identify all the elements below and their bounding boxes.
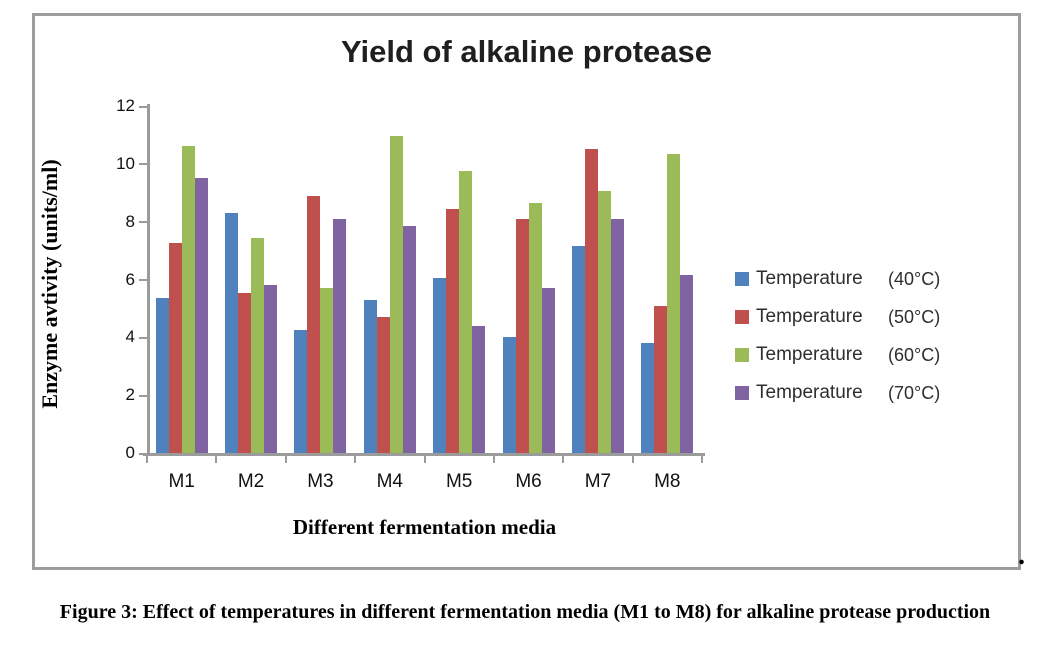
x-tick-label-m8: M8 xyxy=(654,471,681,492)
bar-m8-series3 xyxy=(667,153,681,453)
bar-m3-series1 xyxy=(294,330,308,453)
bar-m5-series4 xyxy=(472,325,486,453)
y-axis-tick xyxy=(139,452,147,455)
bar-m1-series1 xyxy=(155,298,169,453)
bar-m1-series3 xyxy=(181,146,195,453)
bar-m7-series4 xyxy=(610,218,624,453)
x-axis-tick xyxy=(354,456,357,463)
legend-swatch-icon xyxy=(735,348,749,362)
bar-m4-series3 xyxy=(389,136,403,453)
legend-swatch-icon xyxy=(735,386,749,400)
bar-m7-series1 xyxy=(571,246,585,453)
legend-entry-2: Temperature (50°C) xyxy=(735,298,940,336)
x-tick-label-m1: M1 xyxy=(168,471,195,492)
figure-caption: Figure 3: Effect of temperatures in diff… xyxy=(59,601,991,623)
bar-m8-series4 xyxy=(680,275,694,453)
plot-area xyxy=(147,106,702,453)
bar-m6-series3 xyxy=(528,202,542,453)
legend-series-name: Temperature xyxy=(756,268,863,289)
y-axis-tick xyxy=(139,336,147,339)
bar-m1-series4 xyxy=(194,178,208,453)
x-axis-tick xyxy=(701,456,703,463)
x-tick-label-m4: M4 xyxy=(376,471,404,492)
bar-m4-series4 xyxy=(402,226,416,453)
legend-entry-3: Temperature (60°C) xyxy=(735,336,940,374)
bar-m5-series3 xyxy=(459,171,473,453)
y-tick-label-12: 12 xyxy=(116,96,135,115)
bar-m5-series2 xyxy=(446,208,460,453)
y-axis-tick xyxy=(139,105,147,108)
bar-m2-series3 xyxy=(251,237,265,453)
x-tick-label-m2: M2 xyxy=(237,471,265,492)
bar-m2-series1 xyxy=(225,213,239,453)
bar-m6-series2 xyxy=(515,218,529,453)
x-tick-label-m6: M6 xyxy=(515,471,542,492)
bar-m4-series1 xyxy=(363,299,377,453)
bar-m6-series4 xyxy=(541,288,555,453)
y-tick-label-0: 0 xyxy=(125,443,135,462)
bar-m1-series2 xyxy=(168,243,182,453)
bar-m7-series2 xyxy=(584,149,598,453)
legend-swatch-icon xyxy=(735,272,749,286)
bar-m8-series2 xyxy=(654,305,668,453)
y-tick-label-6: 6 xyxy=(125,269,135,289)
legend-entry-4: Temperature (70°C) xyxy=(735,374,940,412)
bar-m3-series4 xyxy=(333,218,347,453)
x-axis-line xyxy=(143,453,705,456)
x-axis-tick xyxy=(562,456,565,463)
x-axis-tick xyxy=(423,456,426,463)
bar-m7-series3 xyxy=(597,191,611,453)
y-tick-label-10: 10 xyxy=(116,153,135,173)
chart-frame: Yield of alkaline protease Enzyme avtivi… xyxy=(32,13,1021,570)
x-axis-tick xyxy=(492,456,495,463)
legend-series-temperature: (70°C) xyxy=(888,382,941,403)
x-tick-label-m3: M3 xyxy=(307,471,334,492)
x-axis-tick xyxy=(146,456,148,463)
bar-m4-series2 xyxy=(376,317,390,453)
legend: Temperature (40°C) Temperature (50°C) Temper… xyxy=(735,260,940,412)
legend-swatch-icon xyxy=(735,310,749,324)
legend-series-temperature: (40°C) xyxy=(888,268,941,289)
x-axis-tick xyxy=(631,456,634,463)
y-tick-label-4: 4 xyxy=(125,327,135,347)
legend-series-temperature: (60°C) xyxy=(888,344,941,365)
legend-series-name: Temperature xyxy=(756,306,863,327)
bar-m6-series1 xyxy=(502,337,516,453)
bar-m3-series2 xyxy=(307,195,321,453)
y-axis-tick xyxy=(139,163,147,166)
x-axis-label: Different fermentation media xyxy=(292,515,557,539)
y-tick-label-2: 2 xyxy=(125,385,135,405)
y-tick-label-8: 8 xyxy=(125,211,135,231)
y-axis-tick xyxy=(139,394,147,397)
stray-period: . xyxy=(1018,540,1025,571)
legend-series-name: Temperature xyxy=(756,382,863,403)
legend-entry-1: Temperature (40°C) xyxy=(735,260,940,298)
x-tick-label-m7: M7 xyxy=(584,471,612,492)
bar-m5-series1 xyxy=(433,278,447,453)
y-axis-tick xyxy=(139,279,147,281)
bar-m8-series1 xyxy=(641,343,655,453)
bar-m2-series4 xyxy=(264,285,278,453)
legend-series-name: Temperature xyxy=(756,344,863,365)
bar-m3-series3 xyxy=(320,288,334,453)
x-axis-tick xyxy=(284,456,287,463)
y-axis-tick xyxy=(139,221,147,224)
legend-series-temperature: (50°C) xyxy=(888,306,941,327)
chart-title: Yield of alkaline protease xyxy=(341,34,712,69)
bar-m2-series2 xyxy=(238,292,252,453)
y-axis-line xyxy=(147,104,150,456)
y-axis-label: Enzyme avtivity (units/ml) xyxy=(37,159,62,409)
x-tick-label-m5: M5 xyxy=(445,471,473,492)
x-axis-tick xyxy=(215,456,218,463)
